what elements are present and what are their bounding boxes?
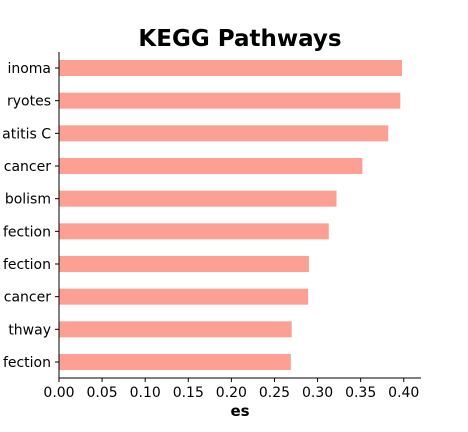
bar-7	[59, 256, 309, 272]
bar-4	[59, 158, 363, 174]
bar-10	[59, 354, 291, 370]
x-tick-label: 0.35	[345, 385, 376, 401]
bar-1	[59, 60, 403, 76]
x-tick-label: 0.10	[130, 385, 161, 401]
x-tick-label: 0.25	[259, 385, 290, 401]
y-tick-labels: inoma ryotes atitis C cancer bolism fection fe…	[2, 61, 59, 371]
x-ticks: 0.00 0.05 0.10 0.15 0.20 0.25 0.30 0.35 0.40	[43, 378, 419, 401]
y-tick-label: fection	[3, 257, 51, 273]
bar-9	[59, 321, 292, 338]
x-axis-label: es	[230, 402, 249, 420]
x-tick-label: 0.00	[43, 385, 74, 401]
y-tick-label: cancer	[4, 290, 51, 306]
bar-6	[59, 223, 329, 240]
y-tick-label: ryotes	[7, 94, 51, 110]
bar-8	[59, 288, 309, 305]
x-tick-label: 0.40	[388, 385, 419, 401]
y-tick-label: fection	[3, 224, 51, 240]
y-tick-label: fection	[3, 355, 51, 371]
x-tick-label: 0.05	[87, 385, 118, 401]
bar-2	[59, 92, 401, 109]
y-tick-label: thway	[8, 322, 51, 338]
bar-3	[59, 125, 389, 142]
x-tick-label: 0.30	[302, 385, 333, 401]
y-tick-label: cancer	[4, 159, 51, 175]
x-tick-label: 0.20	[216, 385, 247, 401]
y-tick-label: bolism	[5, 192, 51, 208]
y-tick-label: inoma	[7, 61, 51, 77]
bars-group	[59, 60, 403, 370]
x-tick-label: 0.15	[173, 385, 204, 401]
y-tick-label: atitis C	[2, 126, 51, 142]
bar-5	[59, 190, 337, 207]
chart-title: KEGG Pathways	[138, 26, 341, 52]
